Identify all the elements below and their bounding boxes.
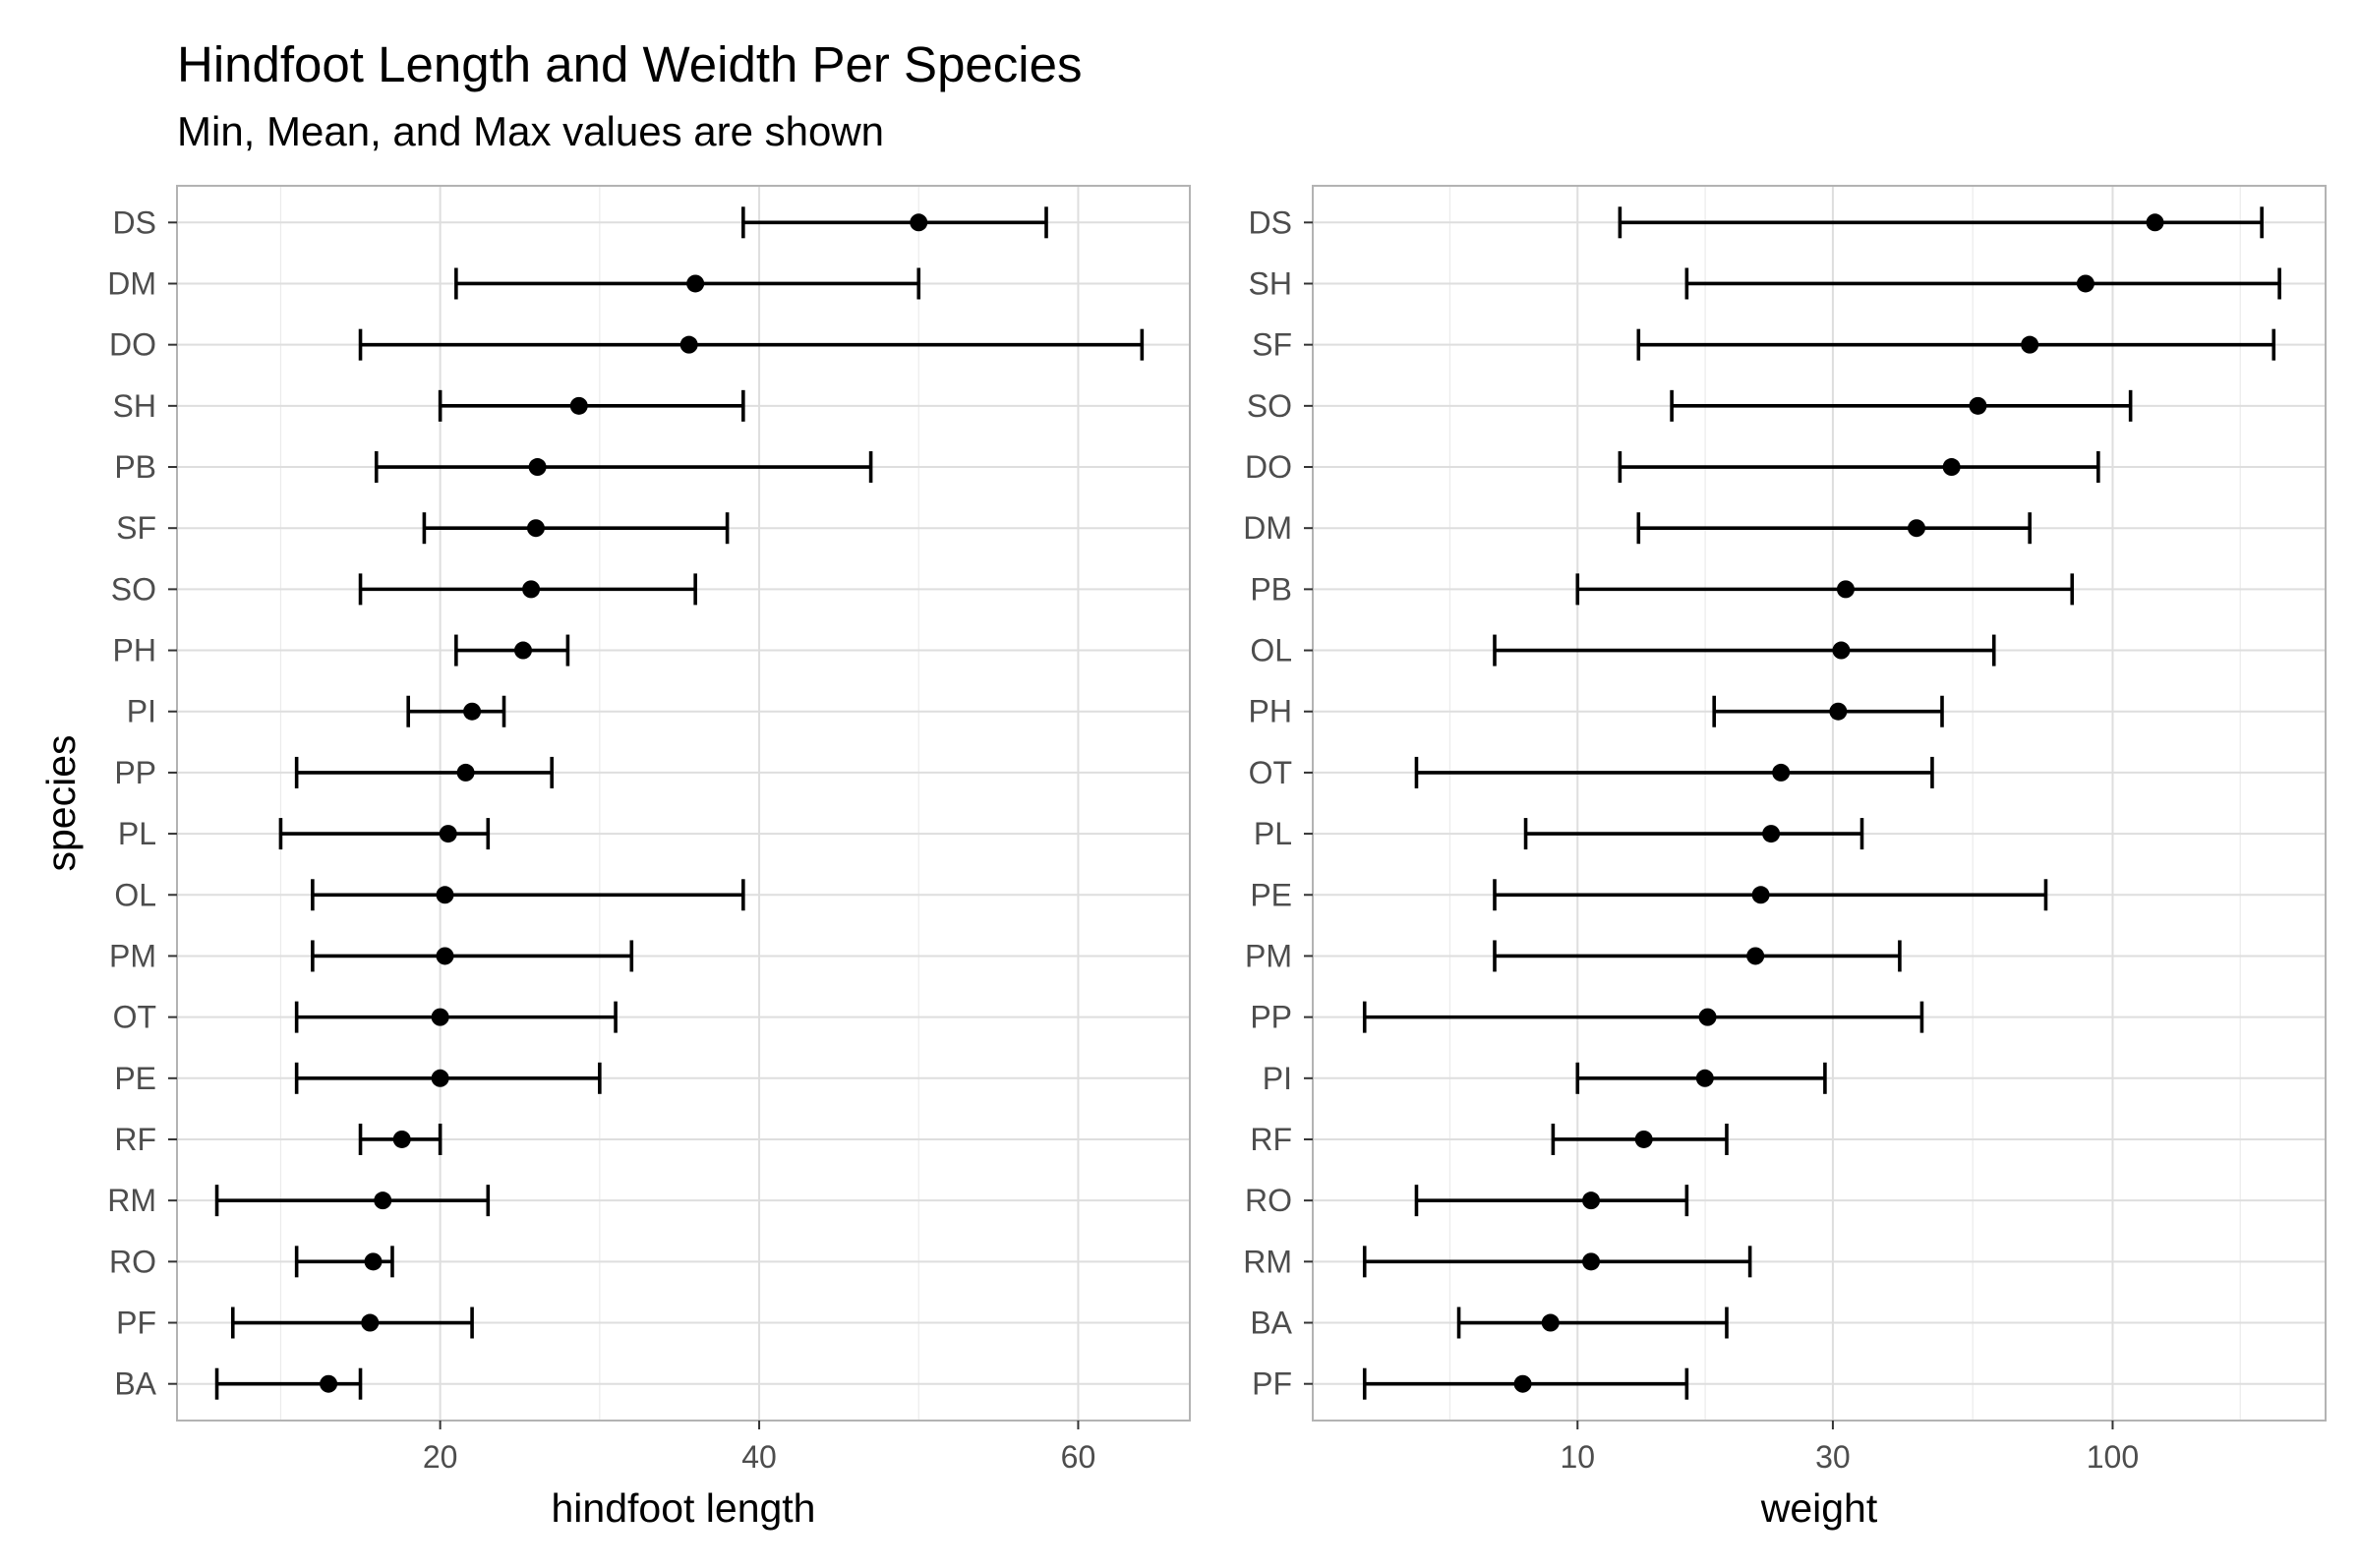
plot-background	[1313, 186, 2326, 1421]
y-tick-label: OT	[1249, 755, 1292, 790]
mean-point-pm	[1746, 947, 1765, 965]
y-tick-label: RF	[1250, 1122, 1292, 1157]
chart-title: Hindfoot Length and Weidth Per Species	[177, 36, 1083, 92]
y-tick-label: RO	[109, 1244, 156, 1279]
y-tick-label: SO	[1247, 388, 1292, 424]
mean-point-ds	[2146, 213, 2164, 232]
y-tick-label: PH	[113, 633, 156, 668]
mean-point-dm	[1907, 519, 1925, 538]
hindfoot-panel: DS DM DO SH PB SF SO PH PI PP PL OL PM OT PE RF RM RO PF BA…	[107, 185, 1191, 1531]
y-tick-label: DO	[1245, 449, 1292, 485]
mean-point-so	[522, 580, 541, 599]
y-axis-title: species	[38, 734, 84, 871]
y-tick-label: DO	[109, 327, 156, 363]
x-tick-label: 30	[1815, 1439, 1851, 1475]
y-tick-label: PB	[1250, 571, 1292, 607]
y-tick-label: PE	[114, 1061, 156, 1096]
y-tick-label: PH	[1249, 694, 1292, 729]
mean-point-pp	[1698, 1008, 1717, 1026]
mean-point-sf	[2021, 335, 2039, 354]
y-tick-label: PM	[1245, 938, 1292, 973]
mean-point-pe	[1751, 886, 1770, 904]
y-tick-label: PM	[109, 938, 156, 973]
mean-point-pl	[439, 825, 457, 843]
y-tick-label: DM	[1243, 510, 1292, 546]
y-tick-label: DM	[107, 265, 156, 301]
weight-panel: DS SH SF SO DO DM PB OL PH OT PL PE PM PP PI RF RO RM BA PF…	[1243, 185, 2327, 1531]
y-tick-label: BA	[114, 1366, 156, 1402]
y-tick-label: DS	[1249, 204, 1292, 240]
mean-point-ph	[1829, 702, 1848, 721]
x-tick-label: 100	[2087, 1439, 2139, 1475]
y-tick-label: SO	[111, 571, 156, 607]
mean-point-pf	[1513, 1374, 1532, 1393]
mean-point-pi	[1695, 1069, 1714, 1087]
mean-point-pb	[1836, 580, 1855, 599]
mean-point-rm	[374, 1191, 392, 1210]
x-axis-title: hindfoot length	[551, 1485, 815, 1531]
y-tick-label: SF	[1252, 327, 1292, 363]
mean-point-ba	[1541, 1313, 1560, 1332]
y-tick-label: RO	[1245, 1183, 1292, 1218]
mean-point-dm	[686, 274, 705, 293]
y-tick-label: PF	[116, 1306, 156, 1341]
mean-point-do	[1942, 458, 1961, 477]
y-tick-label: PP	[1250, 1000, 1292, 1035]
mean-point-ol	[436, 886, 454, 904]
x-axis-title: weight	[1760, 1485, 1878, 1531]
y-tick-label: DS	[113, 204, 156, 240]
mean-point-ro	[1582, 1191, 1601, 1210]
y-tick-label: RF	[114, 1122, 156, 1157]
y-tick-label: RM	[1243, 1244, 1292, 1279]
mean-point-ol	[1832, 641, 1851, 660]
y-tick-label: PP	[114, 755, 156, 790]
mean-point-sh	[569, 396, 588, 415]
x-tick-label: 20	[423, 1439, 458, 1475]
y-tick-label: BA	[1250, 1306, 1292, 1341]
mean-point-so	[1969, 396, 1987, 415]
mean-point-pl	[1762, 825, 1781, 843]
mean-point-ph	[513, 641, 532, 660]
y-tick-label: RM	[107, 1183, 156, 1218]
mean-point-pp	[456, 763, 475, 782]
x-tick-label: 40	[741, 1439, 777, 1475]
mean-point-pf	[361, 1313, 380, 1332]
mean-point-rm	[1582, 1252, 1601, 1271]
y-tick-label: OT	[113, 1000, 156, 1035]
mean-point-ro	[364, 1252, 383, 1271]
y-tick-label: SH	[1249, 265, 1292, 301]
mean-point-rf	[392, 1130, 411, 1148]
mean-point-sh	[2076, 274, 2094, 293]
mean-point-pb	[528, 458, 547, 477]
mean-point-ba	[320, 1374, 338, 1393]
y-tick-label: PI	[1263, 1061, 1292, 1096]
x-tick-label: 10	[1560, 1439, 1595, 1475]
y-tick-label: PL	[1254, 816, 1292, 851]
mean-point-ot	[431, 1008, 449, 1026]
mean-point-do	[679, 335, 698, 354]
mean-point-ot	[1772, 763, 1791, 782]
mean-point-rf	[1634, 1130, 1653, 1148]
y-tick-label: SF	[116, 510, 156, 546]
y-tick-label: OL	[1250, 633, 1292, 668]
panel-border	[1312, 185, 2327, 1422]
y-tick-label: PF	[1252, 1366, 1292, 1402]
y-tick-label: OL	[114, 877, 156, 912]
x-tick-label: 60	[1061, 1439, 1096, 1475]
mean-point-pi	[463, 702, 482, 721]
mean-point-sf	[526, 519, 545, 538]
y-tick-label: SH	[113, 388, 156, 424]
y-tick-label: PB	[114, 449, 156, 485]
y-tick-label: PE	[1250, 877, 1292, 912]
y-tick-label: PL	[118, 816, 156, 851]
mean-point-pe	[431, 1069, 449, 1087]
plot-background	[177, 186, 1190, 1421]
chart-subtitle: Min, Mean, and Max values are shown	[177, 108, 885, 154]
panel-border	[176, 185, 1191, 1422]
y-tick-label: PI	[127, 694, 156, 729]
mean-point-ds	[910, 213, 928, 232]
mean-point-pm	[436, 947, 454, 965]
